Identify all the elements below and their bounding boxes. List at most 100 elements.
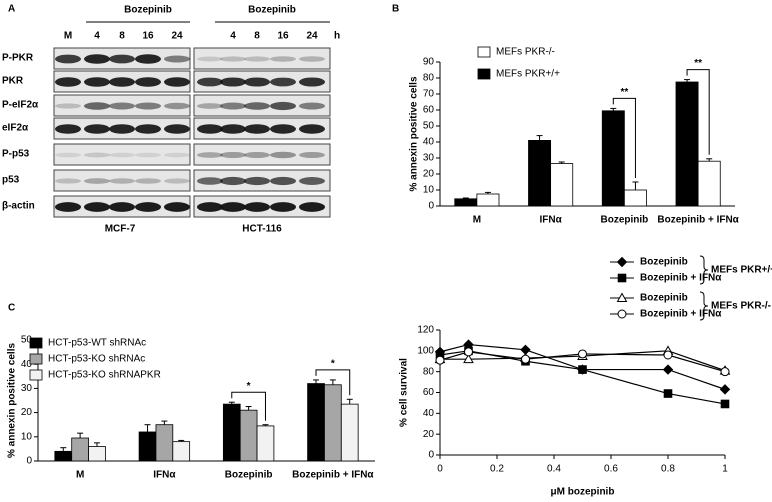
blot-band (299, 124, 325, 134)
x-tick-label: 0 (437, 464, 443, 475)
bar (88, 446, 106, 462)
blot-band (84, 102, 110, 110)
blot-band (55, 152, 81, 158)
blot-band (109, 54, 135, 64)
blot-strip (193, 143, 331, 166)
lane-label: 8 (119, 31, 125, 42)
blot-band (164, 202, 190, 212)
marker (435, 355, 445, 365)
legend-swatch (29, 353, 43, 365)
y-tick-label: 30 (21, 383, 33, 394)
legend-label: MEFs PKR+/+ (496, 69, 560, 80)
y-tick-label: 0 (428, 201, 434, 212)
marker (720, 399, 730, 409)
blot-band (270, 202, 296, 212)
x-tick-label: IFNα (539, 215, 562, 226)
blot-band (84, 152, 110, 158)
error-bar (313, 379, 320, 384)
bar (623, 189, 647, 207)
blot-band (244, 124, 270, 134)
legend-swatch (477, 46, 491, 58)
blot-strip (53, 169, 191, 192)
legend-label: HCT-p53-WT shRNAc (48, 338, 146, 349)
blot-band (84, 54, 110, 64)
legend-swatch (29, 369, 43, 381)
y-tick-label: 80 (423, 73, 435, 84)
blot-band (270, 151, 296, 159)
blot-band (220, 176, 246, 186)
error-bar (536, 135, 543, 141)
marker (464, 347, 473, 357)
blot-band (55, 77, 81, 87)
legend-label: HCT-p53-KO shRNAc (48, 354, 145, 365)
bar (172, 441, 191, 462)
cell-line-label: MCF-7 (105, 224, 136, 235)
blot-band (270, 77, 296, 87)
marker (617, 309, 627, 319)
blot-band (135, 54, 161, 64)
y-tick-label: 120 (417, 325, 434, 336)
blot-band (220, 56, 246, 62)
lane-label: 8 (254, 31, 260, 42)
x-tick-label: M (76, 470, 84, 481)
blot-strip (193, 47, 331, 70)
bar (550, 163, 574, 207)
y-tick-label: 40 (21, 359, 33, 370)
marker (578, 349, 587, 359)
marker (719, 384, 731, 395)
blot-band (84, 202, 110, 212)
x-tick-label: 0.6 (604, 464, 618, 475)
marker (663, 350, 673, 360)
blot-band (244, 176, 270, 186)
error-bar (329, 379, 336, 385)
legend-label: Bozepinib (640, 293, 688, 304)
x-tick-label: 1 (722, 464, 728, 475)
significance-label: * (331, 359, 335, 370)
lane-label: 24 (171, 31, 183, 42)
blot-band (135, 202, 161, 212)
blot-band (164, 124, 190, 134)
blot-band (270, 101, 296, 111)
treatment-label: Bozepinib (248, 5, 296, 16)
bar (138, 431, 157, 462)
blot-band (299, 202, 325, 212)
bar (155, 424, 174, 462)
blot-band (244, 56, 270, 62)
bar (324, 384, 342, 462)
blot-band (164, 178, 190, 184)
blot-band (197, 124, 223, 134)
y-tick-label: 20 (423, 169, 435, 180)
blot-band (299, 77, 325, 87)
y-axis-label: % cell survival (399, 358, 410, 427)
error-bar (706, 158, 713, 162)
x-tick-label: Bozepinib + IFNα (657, 215, 739, 226)
bar (476, 193, 500, 207)
legend-label: HCT-p53-KO shRNAPKR (48, 370, 161, 381)
y-tick-label: 50 (423, 121, 435, 132)
bar (239, 409, 258, 462)
error-bar (558, 161, 565, 164)
blot-strip (53, 143, 191, 166)
blot-band (270, 56, 296, 62)
blot-band (55, 178, 81, 184)
marker (663, 389, 673, 398)
legend-group-label: MEFs PKR-/- (711, 301, 771, 312)
y-tick-label: 20 (21, 407, 33, 418)
bar (697, 160, 721, 207)
legend-swatch (477, 68, 491, 80)
error-bar (228, 401, 235, 405)
blot-band (220, 77, 246, 87)
significance-bracket (686, 69, 710, 155)
blot-band (84, 124, 110, 134)
marker (616, 292, 628, 302)
error-bar (245, 406, 252, 411)
series-line (439, 350, 726, 405)
y-tick-label: 50 (21, 335, 33, 346)
blot-band (55, 124, 81, 134)
y-tick-label: 40 (423, 137, 435, 148)
error-bar (77, 432, 84, 439)
blot-band (164, 152, 190, 158)
cell-line-label: HCT-116 (242, 224, 282, 235)
bar (307, 383, 325, 462)
x-tick-label: 0.8 (661, 464, 675, 475)
